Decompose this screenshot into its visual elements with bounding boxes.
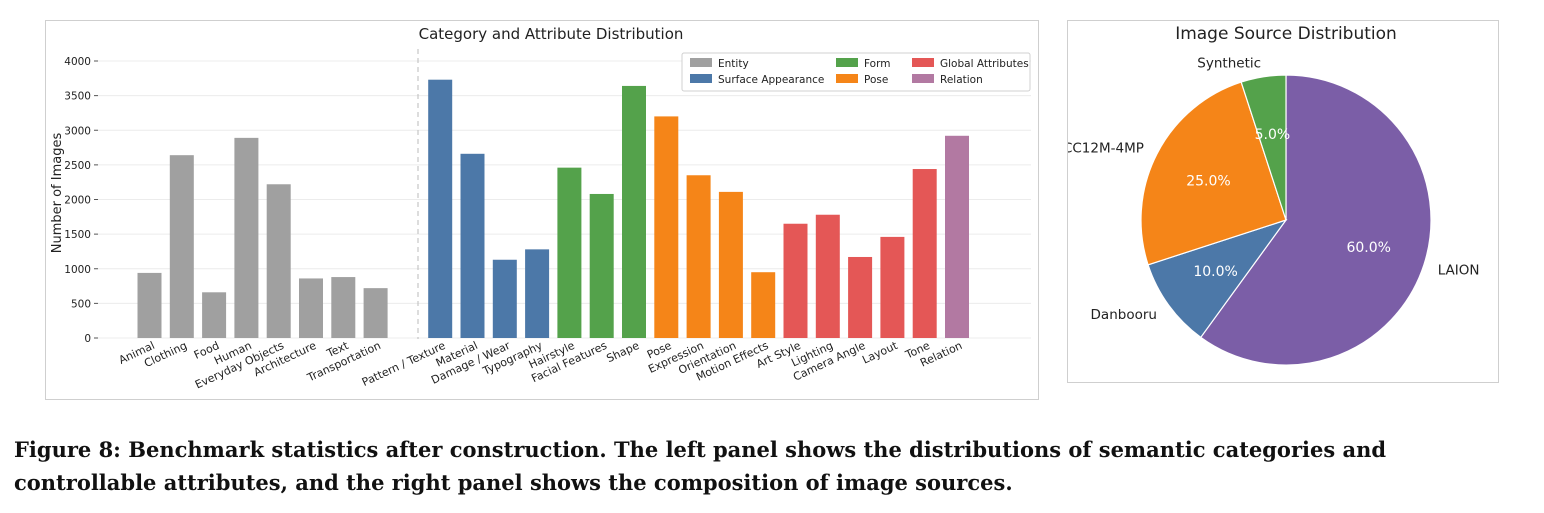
figure-caption: Figure 8: Benchmark statistics after con…	[14, 437, 1387, 495]
bar-lighting	[815, 214, 840, 338]
y-tick-label: 4000	[64, 56, 91, 68]
bar-chart: Category and Attribute Distribution 0 500…	[50, 25, 1031, 392]
pie-label-synthetic: Synthetic	[1197, 55, 1261, 71]
bar-shape	[622, 85, 646, 339]
legend-label-entity: Entity	[718, 58, 749, 70]
bar-transportation	[363, 288, 388, 338]
legend: Entity Surface Appearance Form Pose Global A…	[681, 52, 1031, 92]
legend-label-pose: Pose	[864, 74, 888, 86]
y-tick-label: 0	[84, 333, 91, 345]
bar-architecture	[299, 278, 323, 338]
pie-pct-danbooru: 10.0%	[1193, 264, 1237, 280]
bar-facial-features	[589, 193, 614, 338]
y-tick-label: 1000	[64, 264, 91, 276]
bar-chart-title: Category and Attribute Distribution	[419, 25, 684, 43]
y-axis-label: Number of Images	[50, 133, 65, 254]
bar-tone	[912, 169, 937, 338]
pie-label-cc12m-4mp: CC12M-4MP	[1068, 141, 1144, 157]
pie-slices	[1140, 74, 1432, 366]
pie-chart-panel: Image Source Distribution 60.0% LAION 10.0…	[1063, 20, 1499, 383]
pie-slice-synthetic	[1240, 74, 1287, 221]
bar-relation	[945, 135, 969, 338]
legend-label-relation: Relation	[940, 74, 983, 86]
legend-label-surface-appearance: Surface Appearance	[718, 74, 824, 86]
legend-swatch-form	[836, 58, 858, 67]
legend-frame	[681, 52, 1031, 92]
y-tick-label: 3000	[64, 125, 91, 137]
y-tick-label: 2000	[64, 195, 91, 207]
bar-pose	[654, 116, 679, 339]
bar-food	[202, 292, 227, 338]
y-tick-label: 3500	[64, 91, 91, 103]
bar-clothing	[169, 155, 194, 338]
bar-camera-angle	[848, 256, 873, 338]
pie-chart: Image Source Distribution 60.0% LAION 10.0…	[1063, 24, 1480, 366]
y-axis: 0 500 1000 1500 2000 2500 3000 3500 4000	[64, 56, 98, 345]
pie-slice-laion	[1199, 74, 1432, 366]
x-tick-label: Shape	[605, 339, 642, 365]
bar-damage-wear	[492, 259, 517, 338]
x-tick-label: Layout	[860, 339, 900, 367]
legend-label-form: Form	[864, 58, 890, 70]
bar-orientation	[718, 191, 743, 338]
bar-human	[234, 137, 259, 338]
bars	[137, 79, 969, 339]
pie-label-laion: LAION	[1438, 262, 1480, 278]
legend-swatch-relation	[912, 74, 934, 83]
bar-art-style	[783, 223, 808, 338]
pie-label-danbooru: Danbooru	[1091, 307, 1157, 323]
pie-slice-cc12m-4mp	[1140, 81, 1287, 266]
bar-motion-effects	[751, 272, 776, 338]
y-tick-label: 2500	[64, 160, 91, 172]
legend-swatch-entity	[690, 58, 712, 67]
legend-swatch-pose	[836, 74, 858, 83]
bar-everyday-objects	[266, 184, 291, 338]
bar-text	[331, 277, 356, 338]
bar-layout	[880, 236, 905, 338]
bar-material	[460, 153, 485, 338]
legend-label-global-attributes: Global Attributes	[940, 58, 1029, 70]
legend-swatch-global-attributes	[912, 58, 934, 67]
y-tick-label: 500	[71, 298, 91, 310]
y-tick-label: 1500	[64, 229, 91, 241]
bar-hairstyle	[557, 167, 582, 338]
bar-animal	[137, 272, 162, 338]
pie-labels: 60.0% LAION 10.0% Danbooru 25.0% CC12M-4MP 5.0…	[1063, 55, 1480, 323]
bar-expression	[686, 175, 711, 338]
pie-pct-cc12m-4mp: 25.0%	[1186, 174, 1230, 190]
bar-pattern-texture	[428, 79, 453, 338]
pie-pct-synthetic: 5.0%	[1255, 127, 1291, 143]
legend-swatch-surface-appearance	[690, 74, 712, 83]
pie-slice-danbooru	[1147, 218, 1288, 339]
bar-chart-panel: Category and Attribute Distribution 0 500…	[45, 20, 1039, 400]
pie-chart-title: Image Source Distribution	[1175, 24, 1397, 44]
bar-typography	[525, 249, 550, 338]
pie-pct-laion: 60.0%	[1346, 240, 1390, 256]
